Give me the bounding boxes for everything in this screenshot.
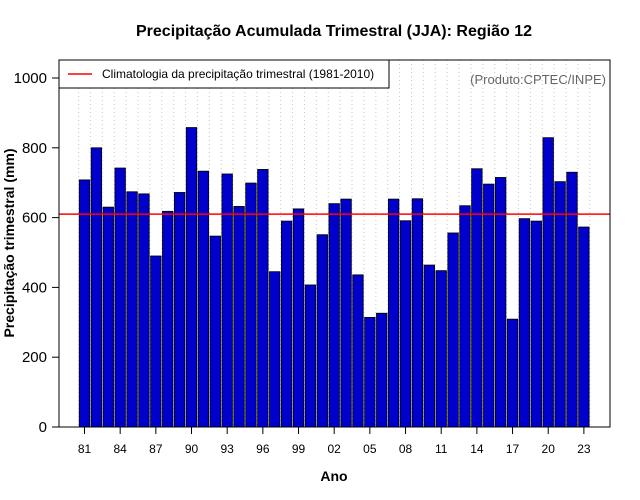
bar-89 (173, 192, 186, 428)
legend-label: Climatologia da precipitação trimestral … (102, 67, 374, 81)
bar-07 (387, 198, 400, 428)
bar-00 (304, 284, 317, 428)
y-tick-label: 800 (22, 140, 47, 157)
bar-91 (197, 170, 210, 428)
x-tick-label: 23 (577, 442, 591, 456)
bar-23 (578, 226, 590, 428)
y-tick-label: 200 (22, 349, 47, 366)
bar-05 (364, 317, 376, 428)
chart-title: Precipitação Acumulada Trimestral (JJA):… (136, 23, 532, 40)
bar-84 (114, 167, 126, 428)
credit-text: (Produto:CPTEC/INPE) (470, 72, 606, 87)
bar-96 (257, 169, 269, 428)
bar-93 (221, 173, 233, 428)
x-tick-label: 17 (506, 442, 520, 456)
bar-94 (233, 206, 245, 428)
x-tick-label: 14 (470, 442, 484, 456)
bar-21 (554, 181, 566, 428)
legend: Climatologia da precipitação trimestral … (58, 59, 390, 89)
y-tick-label: 1000 (14, 70, 47, 87)
bar-22 (566, 171, 578, 428)
y-tick-label: 600 (22, 210, 47, 227)
x-tick-label: 20 (542, 442, 556, 456)
x-tick-label: 93 (221, 442, 235, 456)
bar-82 (90, 147, 103, 428)
bar-11 (435, 270, 447, 428)
x-tick-label: 99 (292, 442, 306, 456)
bar-20 (542, 137, 554, 428)
bar-95 (245, 182, 257, 428)
bar-02 (328, 203, 340, 428)
y-axis-label: Precipitação trimestral (mm) (1, 148, 17, 337)
x-tick-label: 87 (149, 442, 163, 456)
bar-09 (411, 198, 424, 428)
bar-04 (352, 274, 364, 428)
bar-19 (530, 220, 542, 428)
bar-06 (376, 312, 388, 428)
x-tick-label: 96 (256, 442, 270, 456)
bar-99 (292, 208, 305, 428)
y-axis: 0 200 400 600 800 1000 (14, 70, 59, 436)
bar-92 (209, 235, 221, 428)
bar-83 (102, 206, 114, 428)
x-axis-label: Ano (320, 468, 347, 484)
bar-15 (483, 183, 495, 428)
x-tick-label: 81 (78, 442, 92, 456)
y-tick-label: 400 (22, 279, 47, 296)
bar-12 (447, 232, 459, 428)
x-tick-label: 02 (328, 442, 342, 456)
x-axis: 81 84 87 90 93 96 99 02 05 08 11 14 17 20 23 (78, 427, 591, 456)
bar-88 (162, 210, 174, 428)
bar-98 (280, 220, 293, 428)
bar-87 (150, 255, 162, 428)
bar-08 (399, 220, 412, 428)
y-tick-label: 0 (39, 419, 47, 436)
bar-90 (185, 127, 198, 428)
x-tick-label: 08 (399, 442, 413, 456)
bar-81 (78, 179, 91, 428)
bar-18 (518, 218, 531, 428)
x-tick-label: 84 (113, 442, 127, 456)
bar-85 (126, 191, 138, 428)
bar-01 (316, 234, 328, 428)
x-tick-label: 90 (185, 442, 199, 456)
bar-97 (269, 271, 281, 428)
x-tick-label: 11 (435, 442, 448, 456)
bar-86 (138, 193, 150, 428)
legend-box (58, 59, 390, 89)
bar-14 (471, 168, 483, 428)
bar-17 (506, 318, 519, 428)
bar-10 (423, 264, 435, 428)
bar-13 (459, 205, 471, 428)
x-tick-label: 05 (363, 442, 377, 456)
bar-03 (340, 198, 352, 428)
bars (78, 127, 590, 428)
bar-16 (494, 177, 507, 428)
